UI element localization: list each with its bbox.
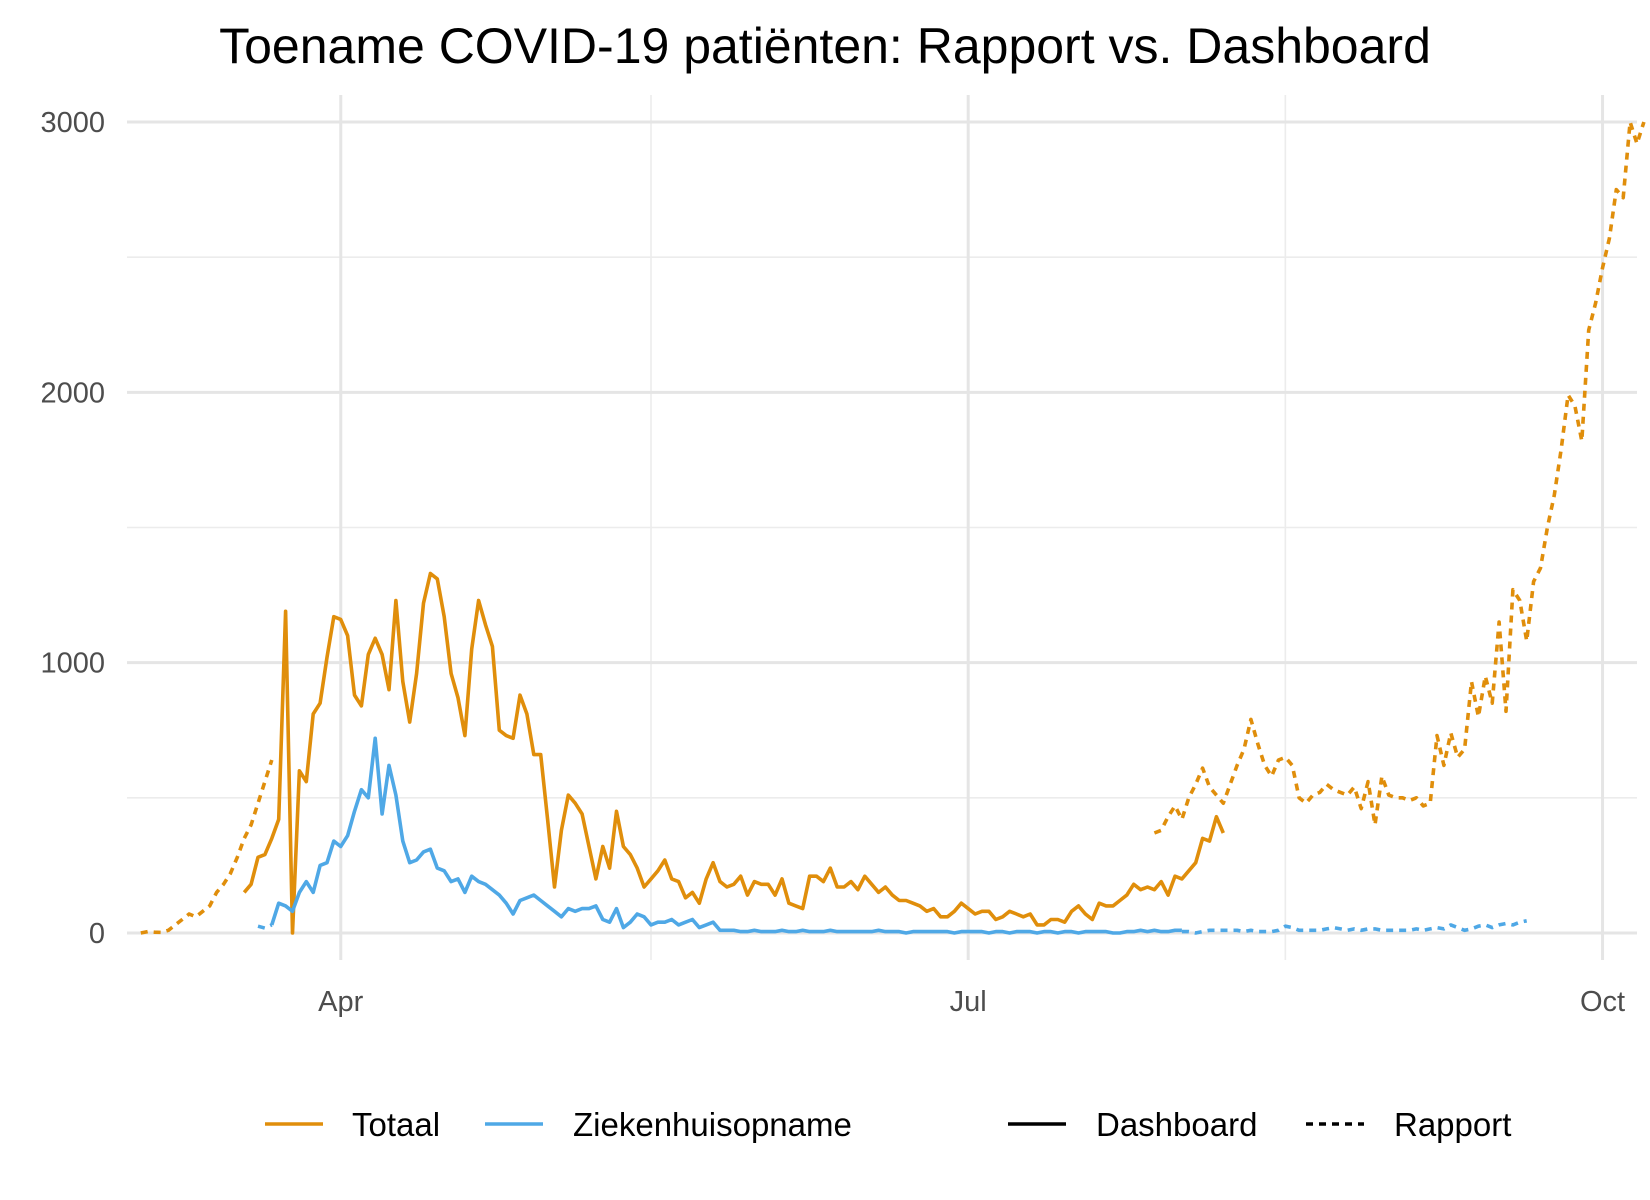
legend-label: Dashboard: [1096, 1106, 1257, 1143]
y-tick-label: 2000: [40, 377, 105, 409]
chart-title: Toename COVID-19 patiënten: Rapport vs. …: [219, 18, 1431, 74]
plot-lines: [140, 120, 1646, 935]
series-line-ziekenhuisopname-rapport: [1181, 919, 1528, 935]
y-tick-label: 0: [89, 918, 105, 950]
x-tick-label: Oct: [1580, 986, 1625, 1018]
series-line-totaal-dashboard: [242, 571, 1225, 935]
x-tick-label: Jul: [950, 986, 987, 1018]
series-line-totaal-rapport: [1153, 120, 1646, 835]
legend-label: Totaal: [352, 1106, 440, 1143]
x-tick-label: Apr: [318, 986, 363, 1018]
y-tick-label: 1000: [40, 648, 105, 680]
legend-label: Ziekenhuisopname: [573, 1106, 852, 1143]
series-line-ziekenhuisopname-rapport: [257, 923, 273, 930]
grid: [127, 95, 1637, 960]
y-tick-label: 3000: [40, 107, 105, 139]
legend-label: Rapport: [1394, 1106, 1511, 1143]
legend: Totaal Ziekenhuisopname Dashboard Rapport: [265, 1106, 1511, 1143]
x-axis-ticks: Apr Jul Oct: [318, 986, 1625, 1018]
series-line-totaal-rapport: [140, 759, 274, 935]
y-axis-ticks: 0 1000 2000 3000: [40, 107, 105, 950]
series-line-ziekenhuisopname-dashboard: [270, 736, 1182, 935]
